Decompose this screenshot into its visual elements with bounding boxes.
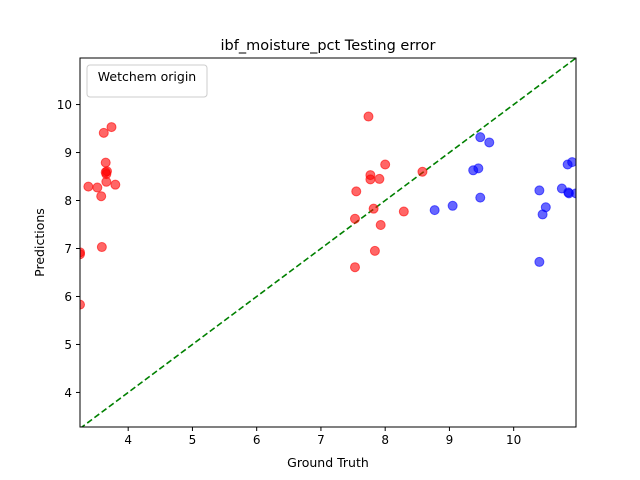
data-point — [380, 159, 391, 170]
data-point — [106, 122, 117, 133]
data-point — [110, 179, 121, 190]
data-point — [80, 249, 85, 260]
data-point — [567, 157, 576, 168]
data-point — [375, 219, 386, 230]
data-point — [98, 127, 109, 138]
data-point — [351, 186, 362, 197]
y-axis-ticks: 4 5 6 7 8 9 10 — [57, 98, 80, 400]
data-point — [92, 182, 103, 193]
y-tick-label: 7 — [64, 242, 72, 256]
data-point — [429, 205, 440, 216]
data-point — [540, 202, 551, 213]
data-point — [100, 157, 111, 168]
data-point — [398, 206, 409, 217]
x-tick-label: 6 — [253, 433, 261, 447]
legend-box — [86, 64, 208, 98]
data-point — [80, 299, 85, 310]
data-point — [349, 213, 360, 224]
data-point — [475, 132, 486, 143]
data-point — [96, 242, 107, 253]
data-point — [365, 174, 376, 185]
x-tick-label: 5 — [189, 433, 197, 447]
data-point — [363, 111, 374, 122]
y-tick-label: 9 — [64, 146, 72, 160]
data-point — [101, 166, 112, 177]
x-axis-ticks: 4 5 6 7 8 9 10 — [124, 427, 521, 447]
data-point — [473, 163, 484, 174]
data-point — [484, 137, 495, 148]
data-point — [368, 203, 379, 214]
data-point — [83, 181, 94, 192]
y-tick-label: 4 — [64, 386, 72, 400]
data-point — [369, 245, 380, 256]
x-tick-label: 9 — [446, 433, 454, 447]
y-axis-label: Predictions — [32, 208, 47, 277]
plot-frame — [79, 57, 577, 428]
x-tick-label: 4 — [124, 433, 132, 447]
points-layer — [80, 111, 576, 310]
y-tick-label: 5 — [64, 338, 72, 352]
data-point — [349, 262, 360, 273]
data-point — [96, 191, 107, 202]
data-point — [475, 192, 486, 203]
legend-title: Wetchem origin — [98, 69, 196, 84]
data-point — [447, 200, 458, 211]
data-point — [534, 185, 545, 196]
legend: Wetchem origin — [86, 64, 208, 98]
x-tick-label: 8 — [381, 433, 389, 447]
y-tick-label: 6 — [64, 290, 72, 304]
data-point — [101, 176, 112, 187]
x-axis-label: Ground Truth — [287, 455, 369, 470]
y-tick-label: 8 — [64, 194, 72, 208]
data-point — [571, 188, 576, 199]
x-tick-label: 7 — [317, 433, 325, 447]
data-point — [374, 173, 385, 184]
plot-clip-layer — [80, 58, 576, 427]
chart-title: ibf_moisture_pct Testing error — [220, 38, 435, 54]
data-point — [534, 256, 545, 267]
identity-reference-line — [80, 58, 576, 427]
y-tick-label: 10 — [57, 98, 72, 112]
data-point — [417, 166, 428, 177]
x-tick-label: 10 — [506, 433, 521, 447]
